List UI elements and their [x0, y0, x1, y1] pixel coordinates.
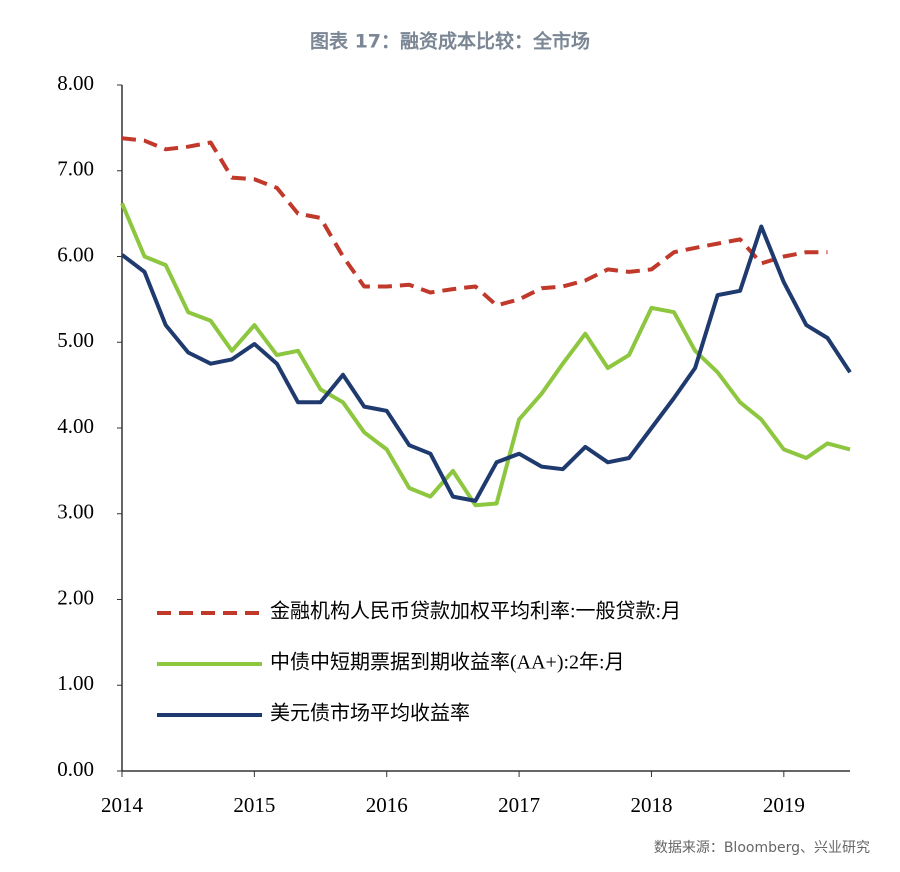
y-tick-label: 2.00 — [57, 585, 94, 609]
x-tick-label: 2016 — [366, 793, 408, 817]
source-note: 数据来源：Bloomberg、兴业研究 — [654, 840, 870, 856]
legend-label: 美元债市场平均收益率 — [270, 702, 470, 725]
x-tick-label: 2014 — [101, 793, 144, 817]
series-line — [120, 202, 851, 508]
y-tick-label: 3.00 — [57, 500, 94, 524]
x-tick-label: 2017 — [498, 793, 540, 817]
y-tick-label: 4.00 — [57, 414, 94, 438]
y-tick-label: 0.00 — [57, 757, 94, 781]
y-tick-label: 5.00 — [57, 328, 94, 352]
series-line — [120, 224, 852, 503]
legend-label: 中债中短期票据到期收益率(AA+):2年:月 — [270, 651, 625, 674]
y-tick-label: 8.00 — [57, 71, 94, 95]
y-tick-label: 1.00 — [57, 671, 94, 695]
x-tick-label: 2019 — [763, 793, 805, 817]
legend-label: 金融机构人民币贷款加权平均利率:一般贷款:月 — [270, 600, 681, 623]
series-line — [121, 136, 828, 308]
y-tick-label: 6.00 — [57, 242, 94, 266]
x-tick-label: 2018 — [630, 793, 672, 817]
y-tick-label: 7.00 — [57, 157, 94, 181]
chart-title: 图表 17：融资成本比较：全市场 — [310, 30, 590, 53]
x-tick-label: 2015 — [233, 793, 275, 817]
